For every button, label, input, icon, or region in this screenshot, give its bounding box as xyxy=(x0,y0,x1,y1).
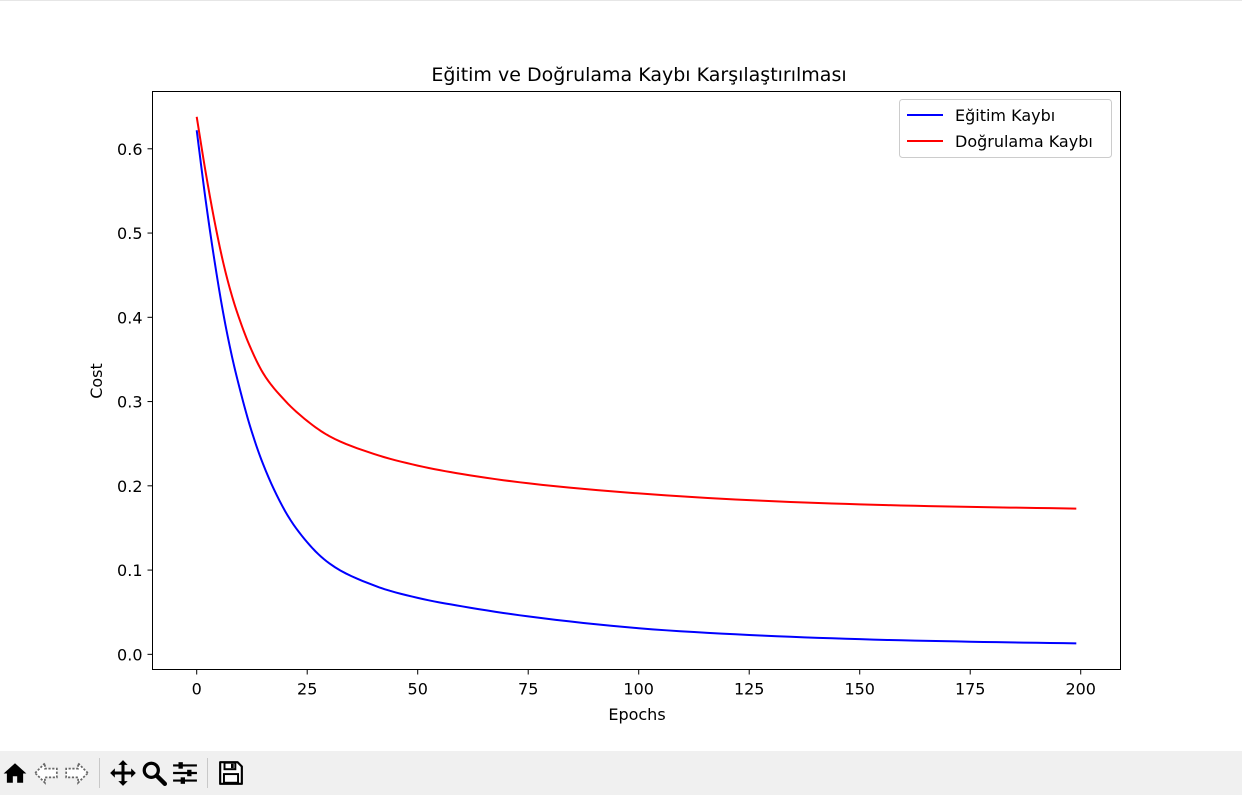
forward-button[interactable] xyxy=(62,756,92,790)
x-axis-ticks: 0 25 50 75 100 125 150 175 200 xyxy=(192,669,1096,699)
y-tick-label: 0.6 xyxy=(117,140,142,159)
save-icon xyxy=(219,761,243,785)
pan-button[interactable] xyxy=(108,756,138,790)
y-tick-label: 0.1 xyxy=(117,561,142,580)
y-axis-label: Cost xyxy=(87,363,106,399)
x-tick-label: 125 xyxy=(734,680,765,699)
back-button[interactable] xyxy=(31,756,61,790)
configure-subplots-icon xyxy=(173,762,197,784)
back-icon xyxy=(33,761,58,785)
pan-icon xyxy=(110,760,136,786)
y-tick-label: 0.3 xyxy=(117,393,142,412)
y-tick-label: 0.5 xyxy=(117,224,142,243)
legend-box xyxy=(899,99,1112,158)
configure-subplots-button[interactable] xyxy=(170,756,200,790)
x-tick-label: 200 xyxy=(1065,680,1096,699)
x-tick-label: 150 xyxy=(844,680,875,699)
x-tick-label: 75 xyxy=(518,680,538,699)
x-tick-label: 175 xyxy=(955,680,986,699)
y-tick-label: 0.4 xyxy=(117,308,142,327)
series-line-1 xyxy=(195,116,1077,510)
save-button[interactable] xyxy=(216,756,246,790)
chart-title: Eğitim ve Doğrulama Kaybı Karşılaştırılm… xyxy=(431,64,846,86)
legend-label-dogrulama: Doğrulama Kaybı xyxy=(955,132,1093,151)
toolbar-separator xyxy=(99,758,100,788)
legend: Eğitim Kaybı Doğrulama Kaybı xyxy=(899,99,1112,158)
legend-label-egitim: Eğitim Kaybı xyxy=(955,106,1055,125)
x-tick-label: 25 xyxy=(297,680,317,699)
y-tick-label: 0.2 xyxy=(117,477,142,496)
x-tick-label: 0 xyxy=(192,680,202,699)
y-tick-label: 0.0 xyxy=(117,645,142,664)
window-top-border xyxy=(0,0,1242,1)
y-axis-ticks: 0.0 0.1 0.2 0.3 0.4 0.5 0.6 xyxy=(117,140,153,664)
home-button[interactable] xyxy=(0,756,30,790)
toolbar-separator xyxy=(207,758,208,788)
forward-icon xyxy=(65,761,90,785)
axes-frame xyxy=(152,91,1121,670)
series-line-0 xyxy=(195,130,1077,645)
plot-lines xyxy=(195,116,1077,645)
figure-canvas: Eğitim ve Doğrulama Kaybı Karşılaştırılm… xyxy=(87,64,1121,724)
x-axis-label: Epochs xyxy=(608,705,665,724)
x-tick-label: 50 xyxy=(408,680,428,699)
x-tick-label: 100 xyxy=(623,680,654,699)
zoom-icon xyxy=(142,761,167,786)
navigation-toolbar xyxy=(0,751,1242,795)
zoom-button[interactable] xyxy=(139,756,169,790)
home-icon xyxy=(3,763,27,783)
